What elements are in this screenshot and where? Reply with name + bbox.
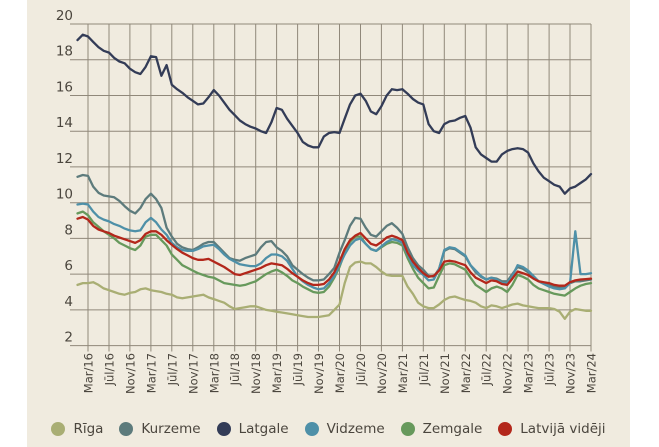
x-tick-label: Mar/23 — [522, 353, 536, 393]
series-line-latgale — [76, 33, 593, 195]
x-tick-label: Nov/17 — [186, 353, 200, 394]
x-axis-labels: Mar/16 Jūl/16 Nov/16 Mar/17 Jūl/17 Nov/17 Mar/… — [82, 353, 599, 394]
legend-label: Zemgale — [422, 421, 483, 437]
series-line-vidzeme — [76, 202, 593, 291]
legend-item-zemgale: Zemgale — [400, 421, 483, 437]
x-tick-label: Mar/21 — [396, 353, 410, 393]
chart-legend: Rīga Kurzeme Latgale Vidzeme Zemgale Latvijā … — [27, 417, 630, 441]
legend-color-dot — [304, 422, 319, 436]
series-line-zemgale — [76, 210, 593, 297]
x-tick-label: Jūl/21 — [417, 353, 431, 386]
x-tick-label: Nov/21 — [438, 353, 452, 394]
y-tick-label: 14 — [56, 115, 73, 131]
legend-item-latvij-vid-ji: Latvijā vidēji — [498, 421, 606, 437]
x-tick-label: Jūl/23 — [543, 353, 557, 386]
y-tick-label: 8 — [64, 222, 73, 238]
y-tick-label: 2 — [64, 330, 73, 346]
x-tick-label: Nov/20 — [375, 353, 389, 394]
x-tick-label: Nov/22 — [501, 353, 515, 394]
legend-label: Kurzeme — [141, 421, 201, 437]
x-tick-label: Jūl/18 — [228, 353, 242, 386]
legend-label: Rīga — [73, 421, 104, 437]
x-tick-label: Nov/23 — [564, 353, 578, 394]
grid-lines — [70, 23, 592, 352]
x-tick-label: Jūl/16 — [103, 353, 117, 386]
legend-item-kurzeme: Kurzeme — [119, 421, 201, 437]
x-tick-label: Jūl/22 — [480, 353, 494, 386]
y-tick-label: 12 — [56, 151, 73, 167]
legend-color-dot — [400, 422, 415, 436]
y-tick-label: 4 — [64, 294, 73, 310]
y-tick-label: 16 — [56, 80, 73, 96]
legend-label: Latvijā vidēji — [520, 421, 606, 437]
legend-color-dot — [216, 422, 231, 436]
legend-color-dot — [51, 422, 66, 436]
legend-color-dot — [498, 422, 513, 436]
x-tick-label: Mar/17 — [144, 353, 158, 393]
y-axis-labels: 2 4 6 8 10 12 14 16 18 20 — [56, 8, 73, 346]
x-tick-label: Mar/22 — [459, 353, 473, 393]
legend-color-dot — [119, 422, 134, 436]
series-line-kurzeme — [76, 173, 593, 289]
x-tick-label: Mar/20 — [333, 353, 347, 393]
x-tick-label: Jūl/19 — [291, 353, 305, 386]
legend-item-r-ga: Rīga — [51, 421, 103, 437]
chart-panel — [27, 0, 630, 447]
series-line-latvij-vid-ji — [76, 215, 593, 287]
x-tick-label: Jūl/17 — [165, 353, 179, 386]
x-tick-label: Nov/18 — [249, 353, 263, 394]
y-tick-label: 6 — [64, 258, 73, 274]
y-tick-label: 18 — [56, 44, 73, 60]
legend-label: Latgale — [238, 421, 289, 437]
x-tick-label: Mar/24 — [585, 353, 599, 393]
series-line-r-ga — [76, 260, 593, 320]
legend-label: Vidzeme — [326, 421, 385, 437]
x-tick-label: Nov/19 — [312, 353, 326, 394]
legend-item-vidzeme: Vidzeme — [304, 421, 385, 437]
y-tick-label: 10 — [56, 187, 73, 203]
x-tick-label: Jūl/20 — [354, 353, 368, 386]
x-tick-label: Mar/18 — [207, 353, 221, 393]
legend-item-latgale: Latgale — [216, 421, 289, 437]
x-tick-label: Mar/19 — [270, 353, 284, 393]
x-tick-label: Nov/16 — [123, 353, 137, 394]
x-tick-label: Mar/16 — [82, 353, 96, 393]
y-tick-label: 20 — [56, 8, 73, 24]
